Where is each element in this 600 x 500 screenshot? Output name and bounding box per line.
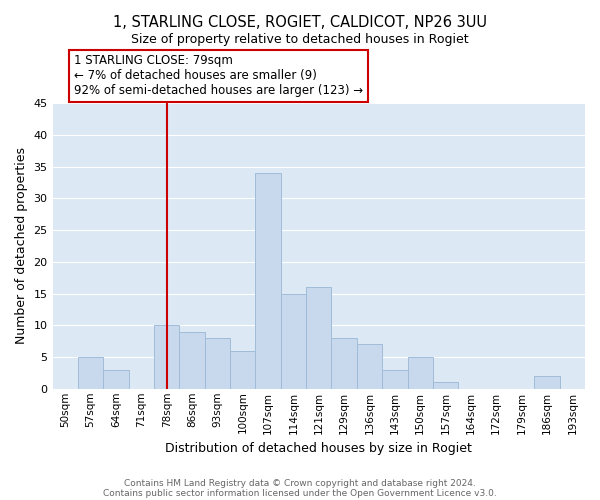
Bar <box>306 287 331 389</box>
Text: 1, STARLING CLOSE, ROGIET, CALDICOT, NP26 3UU: 1, STARLING CLOSE, ROGIET, CALDICOT, NP2… <box>113 15 487 30</box>
Bar <box>382 370 407 389</box>
Bar <box>407 357 433 389</box>
Bar <box>331 338 357 389</box>
Bar <box>205 338 230 389</box>
Bar <box>154 326 179 389</box>
Text: Size of property relative to detached houses in Rogiet: Size of property relative to detached ho… <box>131 32 469 46</box>
Bar <box>78 357 103 389</box>
Bar <box>357 344 382 389</box>
X-axis label: Distribution of detached houses by size in Rogiet: Distribution of detached houses by size … <box>166 442 472 455</box>
Bar <box>534 376 560 389</box>
Text: 1 STARLING CLOSE: 79sqm
← 7% of detached houses are smaller (9)
92% of semi-deta: 1 STARLING CLOSE: 79sqm ← 7% of detached… <box>74 54 363 98</box>
Text: Contains public sector information licensed under the Open Government Licence v3: Contains public sector information licen… <box>103 488 497 498</box>
Text: Contains HM Land Registry data © Crown copyright and database right 2024.: Contains HM Land Registry data © Crown c… <box>124 478 476 488</box>
Bar <box>433 382 458 389</box>
Bar <box>230 350 256 389</box>
Bar <box>179 332 205 389</box>
Y-axis label: Number of detached properties: Number of detached properties <box>15 148 28 344</box>
Bar <box>281 294 306 389</box>
Bar <box>256 173 281 389</box>
Bar <box>103 370 128 389</box>
